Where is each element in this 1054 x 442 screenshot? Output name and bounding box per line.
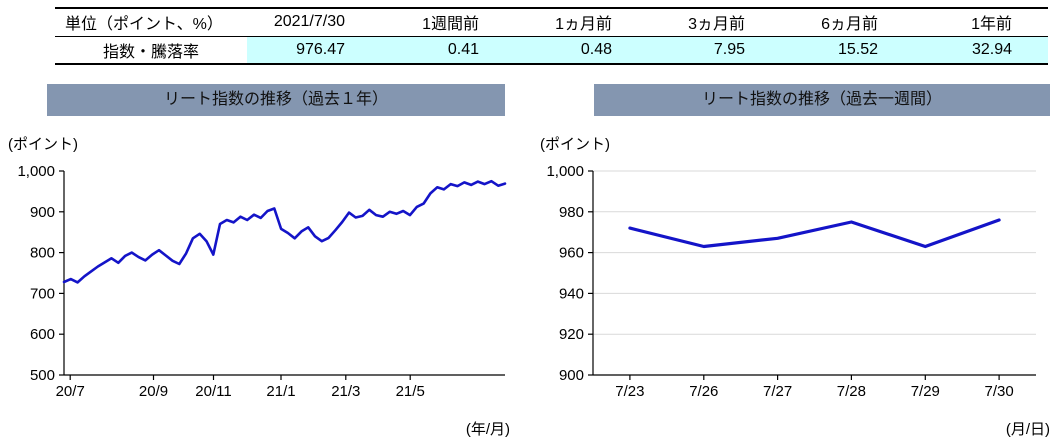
table-header-3month: 3ヵ月前	[648, 7, 781, 37]
svg-text:7/27: 7/27	[763, 383, 792, 400]
svg-text:21/5: 21/5	[396, 383, 425, 400]
svg-text:21/1: 21/1	[266, 383, 295, 400]
summary-table: 単位（ポイント、%） 2021/7/30 1週間前 1ヵ月前 3ヵ月前 6ヵ月前…	[55, 7, 1048, 65]
value-1week: 0.41	[381, 36, 515, 65]
svg-text:1,000: 1,000	[17, 163, 55, 180]
table-header-unit: 単位（ポイント、%）	[55, 7, 247, 37]
table-header-1year: 1年前	[914, 7, 1048, 37]
table-header-date: 2021/7/30	[247, 7, 381, 37]
svg-text:20/9: 20/9	[139, 383, 168, 400]
unit-label-x-1week: (月/日)	[1005, 421, 1050, 438]
svg-text:21/3: 21/3	[331, 383, 360, 400]
unit-label-x-1year: (年/月)	[465, 421, 510, 438]
chart-svg: 900 920 940 960 980 1,000 7/23 7/26 7/27 7/28 7/29…	[546, 163, 1036, 400]
svg-text:700: 700	[30, 285, 55, 302]
table-row-label: 指数・騰落率	[55, 36, 247, 65]
chart-svg: 500 600 700 800 900 1,000 20/7 20/9 20/11 21/1 21/…	[17, 163, 507, 400]
table-header-1month: 1ヵ月前	[515, 7, 648, 37]
table-header-6month: 6ヵ月前	[781, 7, 914, 37]
value-6month: 15.52	[781, 36, 914, 65]
svg-text:500: 500	[30, 367, 55, 384]
svg-text:980: 980	[559, 204, 584, 221]
unit-label-y-1year: (ポイント)	[8, 136, 78, 153]
svg-text:600: 600	[30, 326, 55, 343]
svg-text:960: 960	[559, 245, 584, 262]
line-chart-1year: 500 600 700 800 900 1,000 20/7 20/9 20/11 21/1 21/…	[2, 157, 512, 407]
value-1year: 32.94	[914, 36, 1048, 65]
value-current: 976.47	[247, 36, 381, 65]
svg-text:7/29: 7/29	[911, 383, 940, 400]
svg-text:1,000: 1,000	[546, 163, 584, 180]
svg-text:7/26: 7/26	[689, 383, 718, 400]
svg-text:20/11: 20/11	[195, 383, 231, 400]
svg-text:7/28: 7/28	[837, 383, 866, 400]
svg-text:920: 920	[559, 326, 584, 343]
chart-title-1year: リート指数の推移（過去１年）	[47, 84, 505, 116]
svg-text:900: 900	[559, 367, 584, 384]
svg-text:20/7: 20/7	[56, 383, 85, 400]
svg-text:7/30: 7/30	[984, 383, 1013, 400]
svg-text:800: 800	[30, 245, 55, 262]
table-header-1week: 1週間前	[381, 7, 515, 37]
svg-text:7/23: 7/23	[615, 383, 644, 400]
unit-label-y-1week: (ポイント)	[540, 136, 610, 153]
summary-table-data-row: 指数・騰落率 976.47 0.41 0.48 7.95 15.52 32.94	[55, 36, 1048, 65]
svg-text:940: 940	[559, 285, 584, 302]
svg-text:900: 900	[30, 204, 55, 221]
value-3month: 7.95	[648, 36, 781, 65]
line-chart-1week: 900 920 940 960 980 1,000 7/23 7/26 7/27 7/28 7/29…	[533, 157, 1050, 407]
summary-table-header-row: 単位（ポイント、%） 2021/7/30 1週間前 1ヵ月前 3ヵ月前 6ヵ月前…	[55, 7, 1048, 37]
chart-title-1week: リート指数の推移（過去一週間）	[594, 84, 1050, 116]
value-1month: 0.48	[515, 36, 648, 65]
